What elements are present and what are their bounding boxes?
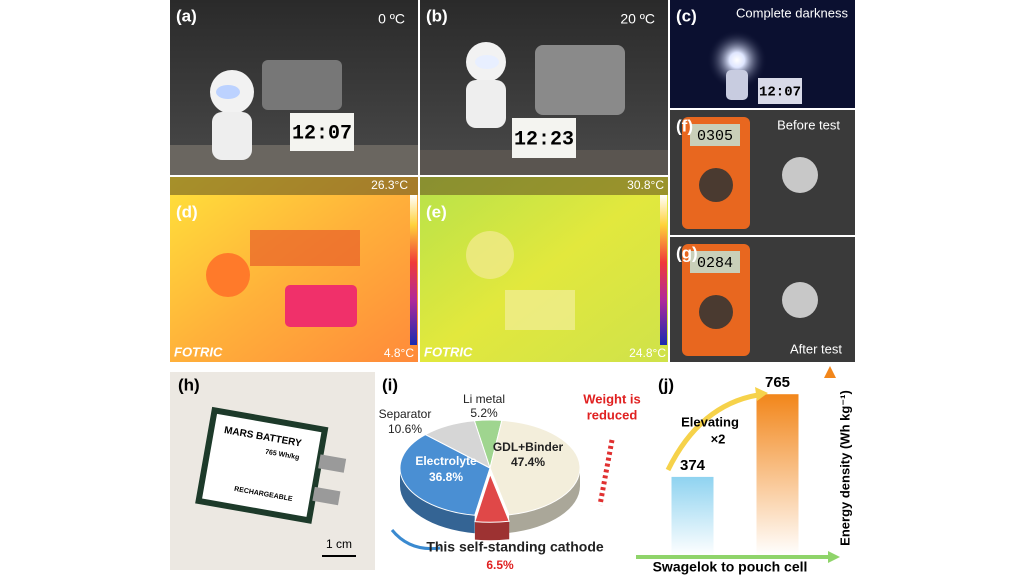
panel-label: (c) — [676, 6, 697, 25]
tab — [312, 486, 341, 506]
slice-side — [400, 468, 475, 534]
color-bar — [660, 195, 667, 345]
slice-value: 6.5% — [486, 558, 514, 572]
brand: FOTRIC — [424, 344, 473, 359]
panel-a: 12:07 (a) 0 ºC — [170, 0, 418, 175]
annotation: ×2 — [711, 431, 726, 446]
warm-spot — [505, 290, 575, 330]
brand: FOTRIC — [174, 344, 223, 359]
cell — [262, 60, 342, 110]
value-label: 374 — [680, 457, 706, 474]
reading: 0284 — [697, 255, 733, 272]
info-bar — [420, 177, 668, 195]
min-temperature: 24.8°C — [629, 346, 666, 360]
slice-label: Electrolyte — [415, 454, 477, 468]
trend-arrow — [665, 392, 759, 472]
visor — [475, 55, 499, 69]
glow — [707, 30, 767, 90]
slice-label: GDL+Binder — [493, 440, 564, 454]
x-axis-label: Swagelok to pouch cell — [653, 559, 808, 575]
panel-label: (j) — [658, 375, 674, 394]
lcd — [690, 124, 740, 146]
y-arrow — [824, 366, 836, 378]
clock-text: 12:23 — [514, 128, 574, 151]
reading: 0305 — [697, 128, 733, 145]
caption: Before test — [777, 117, 840, 132]
hot-spot — [285, 285, 357, 327]
slice-side — [474, 521, 510, 541]
bar — [756, 394, 799, 556]
slice — [424, 420, 491, 470]
cell — [535, 45, 625, 115]
panel-label: (a) — [176, 6, 197, 25]
slice-label: This self-standing cathode — [426, 539, 604, 555]
slice-label: Li metal — [463, 392, 505, 406]
annotation: Weight is — [583, 391, 641, 406]
temperature: 20 ºC — [620, 11, 655, 27]
dial — [699, 168, 733, 202]
caption: Complete darkness — [736, 5, 848, 20]
panel-c: 12:07 (c) Complete darkness — [670, 0, 855, 108]
warm-spot — [466, 231, 514, 279]
panel-label: (e) — [426, 202, 447, 221]
max-temperature: 30.8°C — [627, 178, 664, 192]
panel-f: 0305 (f) Before test — [670, 110, 855, 235]
slice — [399, 433, 491, 516]
clock — [290, 113, 354, 151]
hot-spot — [206, 253, 250, 297]
slice-value: 36.8% — [429, 470, 463, 484]
info-bar — [170, 177, 418, 195]
slice — [474, 472, 510, 523]
arrow — [390, 529, 441, 551]
astronaut-body — [466, 80, 506, 128]
slice-value: 5.2% — [470, 406, 498, 420]
value-label: 765 — [765, 374, 790, 391]
astronaut-body — [212, 112, 252, 160]
hot-spot — [250, 230, 360, 266]
panel-label: (h) — [178, 375, 200, 394]
annotation: reduced — [587, 407, 638, 422]
panel-label: (b) — [426, 6, 448, 25]
panel-label: (i) — [382, 375, 398, 394]
slice-value: 47.4% — [511, 455, 545, 469]
pouch — [195, 406, 329, 524]
cell — [782, 282, 818, 318]
clock — [512, 118, 576, 158]
slice — [489, 419, 581, 516]
lcd — [690, 251, 740, 273]
slice-side — [509, 468, 580, 533]
color-bar — [410, 195, 417, 345]
caption: After test — [790, 341, 842, 356]
slice-value: 10.6% — [388, 422, 422, 436]
panel-h: MARS BATTERY 765 Wh/kg RECHARGEABLE 1 cm… — [170, 372, 375, 570]
panel-e: (e) 30.8°C 24.8°C FOTRIC — [420, 177, 668, 362]
panel-d: (d) 26.3°C 4.8°C FOTRIC — [170, 177, 418, 362]
tab — [318, 454, 347, 473]
clock — [758, 78, 802, 104]
cell — [782, 157, 818, 193]
temperature: 0 ºC — [378, 11, 405, 27]
panel-label: (f) — [676, 116, 693, 135]
scale-label: 1 cm — [326, 537, 352, 551]
panel-b: 12:23 (b) 20 ºC — [420, 0, 668, 175]
clock-text: 12:07 — [292, 122, 352, 145]
panel-g: 0284 (g) After test — [670, 237, 855, 362]
bar — [671, 476, 714, 556]
min-temperature: 4.8°C — [384, 346, 414, 360]
arrow — [597, 439, 615, 506]
max-temperature: 26.3°C — [371, 178, 408, 192]
trend-arrowhead — [755, 387, 768, 401]
visor — [216, 85, 240, 99]
slice-label: Separator — [379, 407, 432, 421]
battery: MARS BATTERY 765 Wh/kg RECHARGEABLE — [195, 406, 347, 524]
annotation: Elevating — [681, 414, 739, 429]
panel-label: (g) — [676, 243, 698, 262]
panel-label: (d) — [176, 202, 198, 221]
thermal-image — [420, 177, 668, 362]
clock-text: 12:07 — [759, 85, 801, 101]
astronaut-body — [726, 70, 748, 100]
dial — [699, 295, 733, 329]
y-axis-label: Energy density (Wh kg⁻¹) — [837, 390, 852, 546]
